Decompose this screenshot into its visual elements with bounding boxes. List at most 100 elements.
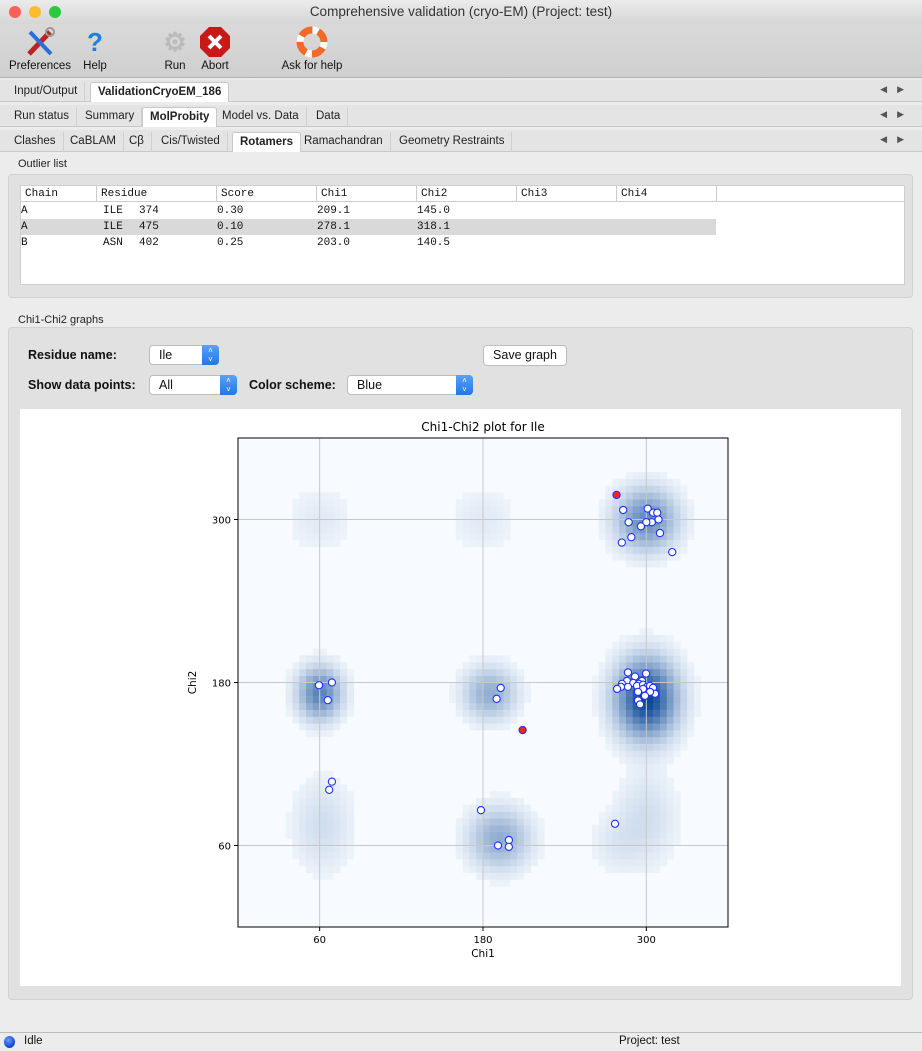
heatmap-cell <box>598 505 606 514</box>
tab-scroll-arrows[interactable]: ◀▶ <box>880 109 914 119</box>
heatmap-cell <box>605 716 613 724</box>
heatmap-cell <box>673 791 681 799</box>
heatmap-cell <box>632 505 640 514</box>
column-header-chi2[interactable]: Chi2 <box>417 186 517 202</box>
color-scheme-select[interactable]: Blue ˄ ˅ <box>347 375 473 395</box>
heatmap-cell <box>653 553 661 561</box>
tab-validation-cryoem[interactable]: ValidationCryoEM_186 <box>90 82 230 102</box>
tab-scroll-arrows[interactable]: ◀▶ <box>880 134 914 144</box>
heatmap-cell <box>632 736 640 744</box>
heatmap-cell <box>619 865 627 873</box>
tab-rotamers[interactable]: Rotamers <box>232 132 302 152</box>
tab-cis-twisted[interactable]: Cis/Twisted <box>154 132 228 152</box>
heatmap-cell <box>496 791 504 799</box>
residue-name-select[interactable]: Ile ˄ ˅ <box>149 345 219 365</box>
heatmap-cell <box>619 533 627 541</box>
column-header-chi1[interactable]: Chi1 <box>317 186 417 202</box>
heatmap-cell <box>346 852 354 860</box>
heatmap-cell <box>632 641 640 649</box>
heatmap-cell <box>639 546 647 554</box>
tab-model-vs-data[interactable]: Model vs. Data <box>215 107 307 127</box>
abort-button[interactable]: Abort <box>196 26 234 72</box>
heatmap-cell <box>469 709 477 717</box>
heatmap-cell <box>659 662 668 670</box>
heatmap-cell <box>333 723 341 731</box>
column-header-score[interactable]: Score <box>217 186 317 202</box>
ask-for-help-button[interactable]: Ask for help <box>276 26 348 72</box>
tab-run-status[interactable]: Run status <box>7 107 77 127</box>
show-data-points-select[interactable]: All ˄ ˅ <box>149 375 237 395</box>
preferences-button[interactable]: Preferences <box>6 26 74 72</box>
tab-input-output[interactable]: Input/Output <box>7 82 86 102</box>
heatmap-cell <box>646 560 654 568</box>
heatmap-cell <box>483 859 491 867</box>
heatmap-cell <box>340 852 348 860</box>
tab-molprobity[interactable]: MolProbity <box>142 107 218 127</box>
heatmap-cell <box>673 485 681 493</box>
heatmap-cell <box>659 859 668 867</box>
heatmap-cell <box>680 533 688 541</box>
heatmap-cell <box>659 553 668 561</box>
heatmap-cell <box>639 784 647 792</box>
cell-score: 0.25 <box>217 237 244 249</box>
tab-cbeta[interactable]: Cβ <box>122 132 152 152</box>
heatmap-cell <box>673 750 681 758</box>
data-point <box>612 490 621 500</box>
heatmap-cell <box>455 499 463 507</box>
tab-scroll-arrows[interactable]: ◀▶ <box>880 84 914 94</box>
tab-geometry-restraints[interactable]: Geometry Restraints <box>392 132 513 152</box>
heatmap-cell <box>476 505 484 514</box>
column-header-chi4[interactable]: Chi4 <box>617 186 717 202</box>
minimize-window-button[interactable] <box>29 6 41 18</box>
tab-ramachandran[interactable]: Ramachandran <box>297 132 391 152</box>
heatmap-cell <box>319 512 327 520</box>
tab-summary[interactable]: Summary <box>78 107 143 127</box>
tab-clashes[interactable]: Clashes <box>7 132 64 152</box>
table-row[interactable]: A ILE 374 0.30 209.1 145.0 <box>21 203 716 219</box>
tab-cablam[interactable]: CaBLAM <box>63 132 125 152</box>
heatmap-cell <box>632 553 640 561</box>
heatmap-cell <box>333 804 341 812</box>
zoom-window-button[interactable] <box>49 6 61 18</box>
cell-resname: ILE <box>103 221 123 233</box>
tab-data[interactable]: Data <box>309 107 349 127</box>
heatmap-cell <box>340 668 348 677</box>
save-graph-button[interactable]: Save graph <box>483 345 567 366</box>
heatmap-cell <box>469 859 477 867</box>
heatmap-cell <box>333 505 341 514</box>
heatmap-cell <box>646 492 654 500</box>
heatmap-cell <box>680 505 688 514</box>
heatmap-cell <box>666 662 674 670</box>
heatmap-cell <box>496 499 504 507</box>
heatmap-cell <box>340 825 348 833</box>
heatmap-cell <box>605 689 613 697</box>
heatmap-cell <box>619 634 627 643</box>
heatmap-cell <box>625 499 634 507</box>
heatmap-cell <box>483 668 491 677</box>
heatmap-cell <box>469 655 477 663</box>
table-row[interactable]: B ASN 402 0.25 203.0 140.5 <box>21 235 716 251</box>
heatmap-cell <box>489 499 497 507</box>
heatmap-cell <box>598 675 606 683</box>
heatmap-cell <box>299 689 307 697</box>
heatmap-cell <box>333 797 341 806</box>
help-button[interactable]: ? Help <box>78 26 112 73</box>
heatmap-cell <box>659 757 668 765</box>
heatmap-cell <box>646 757 654 765</box>
column-header-residue[interactable]: Residue <box>97 186 217 202</box>
column-header-chi3[interactable]: Chi3 <box>517 186 617 202</box>
column-header-chain[interactable]: Chain <box>21 186 97 202</box>
heatmap-cell <box>653 818 661 826</box>
run-button[interactable]: ⚙ Run <box>158 26 192 73</box>
heatmap-cell <box>462 682 470 690</box>
heatmap-cell <box>687 709 695 717</box>
table-row[interactable]: A ILE 475 0.10 278.1 318.1 <box>21 219 716 235</box>
close-window-button[interactable] <box>9 6 21 18</box>
heatmap-cell <box>666 797 674 806</box>
heatmap-cell <box>489 716 497 724</box>
heatmap-cell <box>299 825 307 833</box>
heatmap-cell <box>619 546 627 554</box>
heatmap-cell <box>326 533 334 541</box>
heatmap-cell <box>639 512 647 520</box>
heatmap-cell <box>333 689 341 697</box>
